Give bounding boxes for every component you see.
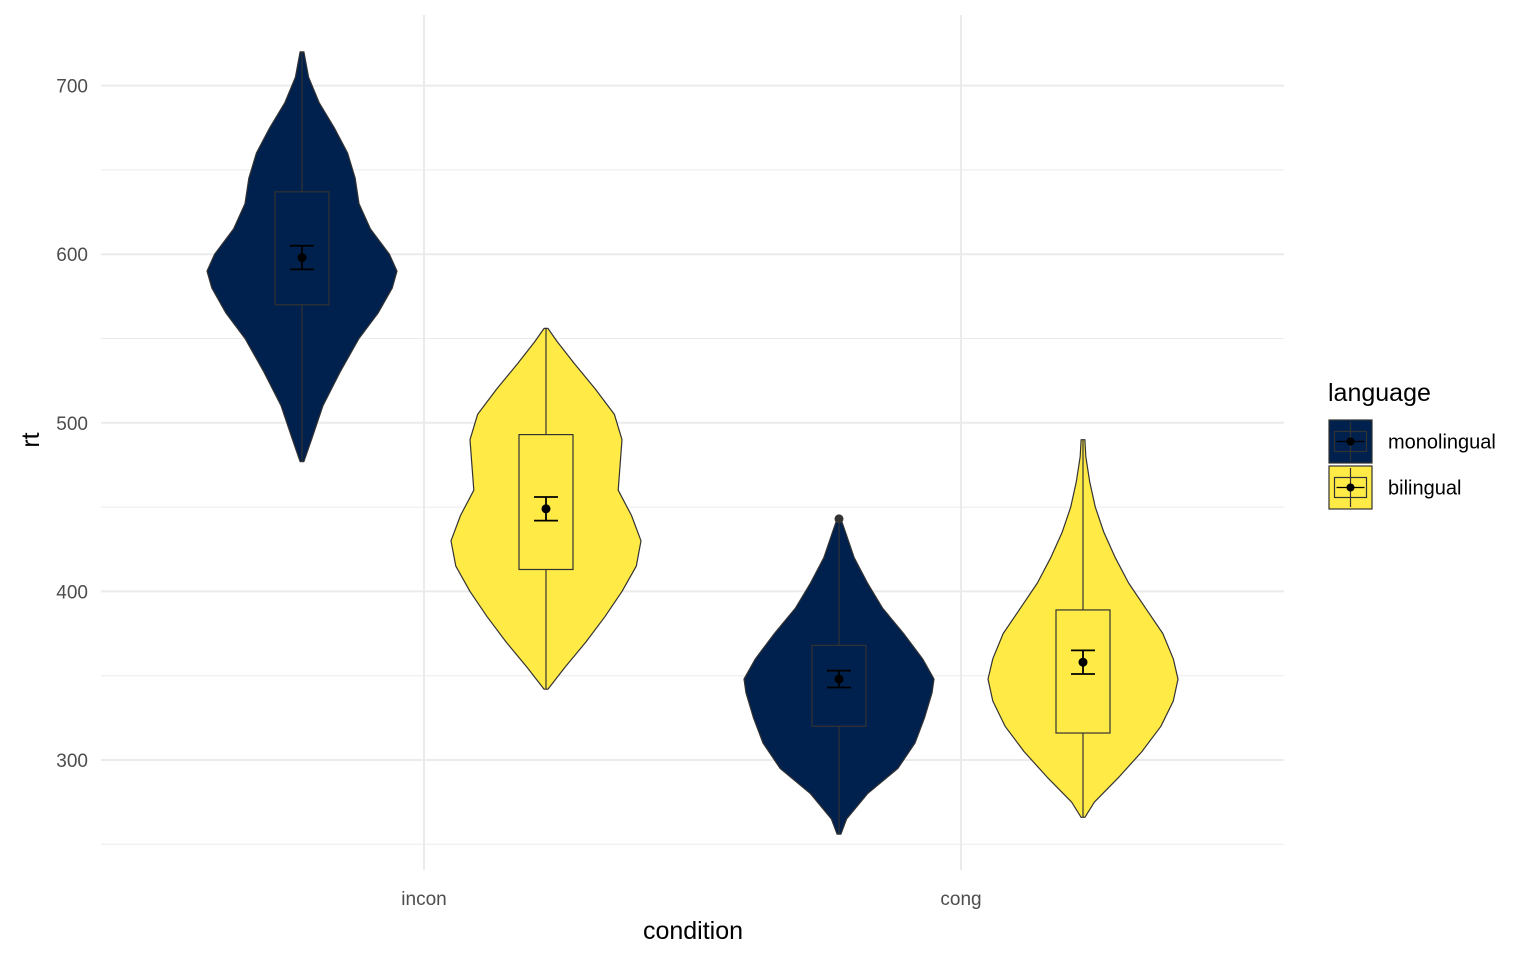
legend-key-mean: [1346, 437, 1355, 446]
x-tick-label: incon: [401, 889, 446, 910]
y-tick-label: 400: [56, 582, 88, 603]
legend-key-box: [1333, 430, 1368, 453]
box-bilingual-incon: [518, 434, 574, 571]
y-axis-title: rt: [17, 432, 45, 447]
x-tick-label: cong: [940, 889, 981, 910]
y-tick-label: 700: [56, 77, 88, 98]
legend-title: language: [1328, 379, 1431, 407]
legend-label-bilingual: bilingual: [1388, 478, 1461, 500]
violin-bilingual-cong: [987, 439, 1179, 818]
legend-label-monolingual: monolingual: [1388, 432, 1496, 454]
box-bilingual-cong: [1055, 609, 1111, 734]
y-tick-label: 500: [56, 414, 88, 435]
mean-point-monolingual-cong: [834, 674, 844, 684]
legend-key-box: [1333, 476, 1368, 499]
mean-point-bilingual-incon: [541, 504, 551, 514]
x-axis-ticks: incon cong: [401, 889, 981, 910]
box-monolingual-incon: [274, 191, 330, 306]
legend-key-mean: [1346, 483, 1355, 492]
y-tick-label: 300: [56, 751, 88, 772]
y-axis-ticks: 300 400 500 600 700: [56, 77, 88, 772]
y-tick-label: 600: [56, 245, 88, 266]
mean-point-monolingual-incon: [297, 253, 307, 263]
grid-lines: [101, 15, 1284, 870]
x-axis-title: condition: [643, 917, 743, 945]
mean-point-bilingual-cong: [1078, 657, 1088, 667]
outlier-point: [834, 514, 844, 524]
box-monolingual-cong: [811, 644, 867, 727]
legend: language monolingual bilingual: [1328, 379, 1496, 510]
chart-marks: [206, 51, 1179, 835]
